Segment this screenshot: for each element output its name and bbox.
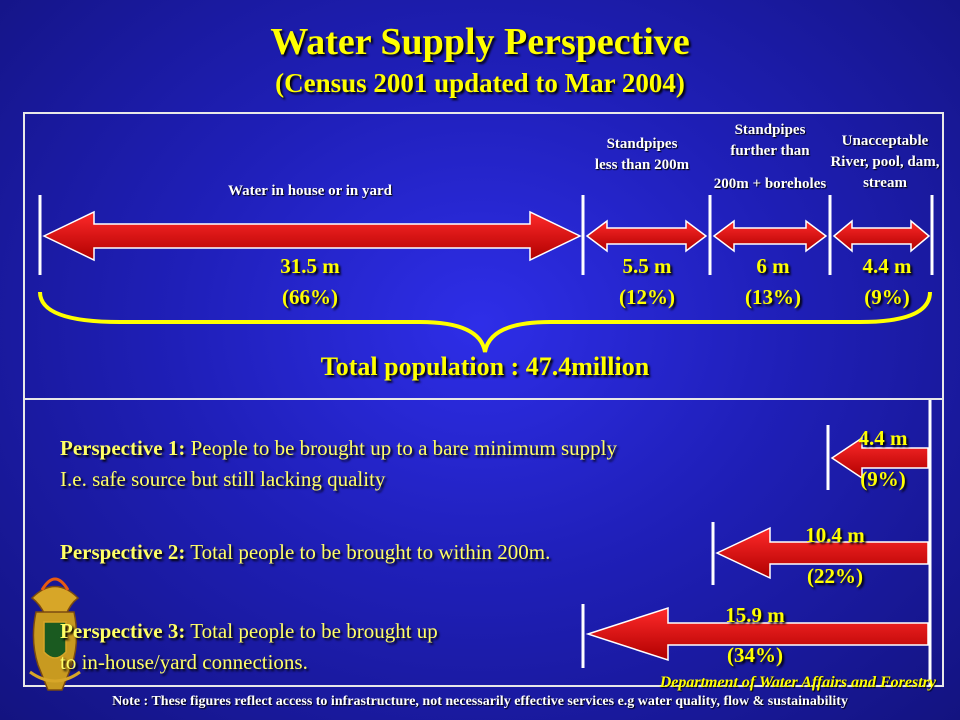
perspective-3-value: 15.9 m [725,603,785,627]
section-divider [23,398,944,400]
perspective-3-percent: (34%) [727,643,783,667]
segment-percent-standpipes-near: (12%) [619,285,675,309]
arrow-standpipes-near [585,219,708,253]
segment-label-unacceptable: Unacceptable River, pool, dam, stream [830,133,940,191]
page-subtitle: (Census 2001 updated to Mar 2004) [275,68,685,98]
perspective-1-value: 4.4 m [858,426,908,450]
segment-value-house-yard: 31.5 m [280,254,340,278]
perspective-1-text-2: I.e. safe source but still lacking quali… [60,467,386,491]
arrow-standpipes-far [712,219,828,253]
perspective-3-heading: Perspective 3: [60,619,186,643]
arrow-house-yard [42,210,582,262]
perspective-3-text-2: to in-house/yard connections. [60,650,308,674]
perspective-1: Perspective 1: People to be brought up t… [60,433,800,495]
segment-percent-house-yard: (66%) [282,285,338,309]
segment-value-standpipes-far: 6 m [756,254,790,278]
segment-percent-unacceptable: (9%) [864,285,910,309]
total-population: Total population : 47.4million [320,352,650,381]
page-title: Water Supply Perspective [270,21,690,63]
total-brace [38,291,932,353]
footnote: Note : These figures reflect access to i… [112,694,848,709]
perspective-1-text: People to be brought up to a bare minimu… [185,436,617,460]
segment-value-unacceptable: 4.4 m [862,254,912,278]
perspective-3: Perspective 3: Total people to be brough… [60,616,580,678]
perspective-2-percent: (22%) [807,564,863,588]
perspective-2-heading: Perspective 2: [60,540,186,564]
perspective-2: Perspective 2: Total people to be brough… [60,537,720,568]
segment-label-standpipes-near: Standpipes less than 200m [594,136,690,173]
segment-percent-standpipes-far: (13%) [745,285,801,309]
perspective-1-heading: Perspective 1: [60,436,186,460]
arrow-unacceptable [832,219,931,253]
perspective-3-text: Total people to be brought up [185,619,438,643]
department-name: Department of Water Affairs and Forestry [659,674,936,691]
arrow-perspective-1 [830,436,929,480]
segment-label-standpipes-far-1: Standpipes further than [730,122,810,159]
arrow-perspective-3 [585,606,929,662]
perspective-2-text: Total people to be brought to within 200… [185,540,551,564]
arrow-perspective-2 [715,526,929,580]
segment-value-standpipes-near: 5.5 m [622,254,672,278]
perspective-1-percent: (9%) [860,467,906,491]
coat-of-arms-logo [29,577,81,691]
segment-label-house-yard: Water in house or in yard [227,183,393,199]
segment-label-standpipes-far-2: 200m + boreholes [713,176,827,192]
perspective-2-value: 10.4 m [805,523,865,547]
